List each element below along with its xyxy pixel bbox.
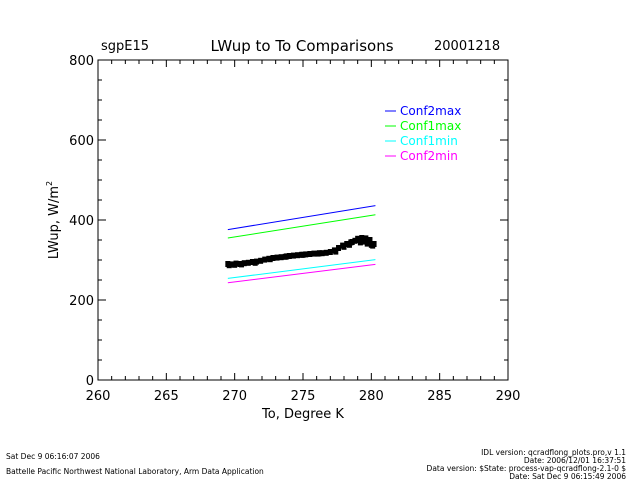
data-point bbox=[367, 237, 373, 243]
data-point bbox=[336, 245, 342, 251]
data-point bbox=[349, 239, 355, 245]
data-point bbox=[344, 241, 350, 247]
data-point bbox=[245, 259, 251, 266]
y-axis: 0 200 400 600 800 bbox=[69, 54, 508, 389]
x-tick-label: 260 bbox=[86, 389, 111, 404]
data-point bbox=[295, 252, 301, 259]
data-point bbox=[286, 253, 292, 259]
data-point bbox=[226, 262, 232, 269]
y-tick-label: 600 bbox=[69, 134, 94, 149]
series-line-conf1max bbox=[227, 214, 376, 239]
data-point bbox=[270, 255, 276, 261]
data-point bbox=[307, 251, 313, 257]
data-point bbox=[278, 254, 284, 261]
y-tick-label: 400 bbox=[69, 214, 94, 229]
x-tick-label: 280 bbox=[359, 389, 384, 404]
data-point bbox=[360, 238, 366, 245]
x-tick-label: 275 bbox=[291, 389, 316, 404]
footer-run-date: Sat Dec 9 06:16:07 2006 bbox=[6, 452, 100, 461]
series-line-conf2min bbox=[227, 263, 376, 284]
legend-label-conf2min: Conf2min bbox=[400, 149, 458, 163]
legend-label-conf1max: Conf1max bbox=[400, 119, 461, 133]
y-axis-label-text: LWup, W/m bbox=[47, 186, 62, 259]
footer-data-version: Data version: $State: process-vap-qcradf… bbox=[426, 464, 626, 473]
site-label: sgpE15 bbox=[101, 39, 149, 54]
series-lines bbox=[227, 205, 376, 284]
data-point bbox=[262, 256, 268, 263]
data-point bbox=[258, 257, 264, 264]
data-point bbox=[333, 248, 339, 255]
data-point bbox=[284, 253, 290, 260]
legend-label-conf2max: Conf2max bbox=[400, 104, 461, 118]
x-tick-label: 285 bbox=[427, 389, 452, 404]
data-point bbox=[364, 240, 370, 247]
chart-title: LWup to To Comparisons bbox=[210, 37, 393, 55]
data-point bbox=[229, 261, 235, 268]
data-point bbox=[274, 254, 280, 261]
data-point bbox=[303, 251, 309, 258]
legend-label-conf1min: Conf1min bbox=[400, 134, 458, 148]
data-point bbox=[232, 261, 238, 268]
data-point bbox=[355, 235, 361, 242]
data-point bbox=[241, 260, 247, 267]
y-axis-label: LWup, W/m2 bbox=[45, 181, 62, 259]
data-point bbox=[267, 256, 273, 263]
data-points bbox=[225, 235, 377, 269]
series-line-conf2max bbox=[227, 205, 376, 231]
data-point bbox=[249, 259, 255, 265]
data-point bbox=[290, 252, 296, 259]
data-point bbox=[300, 251, 306, 258]
footer-idl-version: IDL version: qcradflong_plots.pro,v 1.1 bbox=[481, 448, 626, 457]
data-point bbox=[311, 250, 317, 257]
data-point bbox=[346, 241, 352, 248]
data-point bbox=[341, 243, 347, 250]
data-point bbox=[327, 249, 333, 255]
data-point bbox=[323, 249, 329, 256]
footer-idl-date: Date: 2006/12/01 16:37:51 bbox=[523, 456, 626, 465]
y-tick-label: 200 bbox=[69, 294, 94, 309]
data-point bbox=[239, 261, 244, 268]
x-tick-label: 290 bbox=[496, 389, 521, 404]
data-point bbox=[319, 250, 325, 257]
footer-org: Battelle Pacific Northwest National Labo… bbox=[6, 467, 264, 476]
x-axis-label: To, Degree K bbox=[261, 407, 344, 422]
data-point bbox=[352, 237, 358, 244]
footer-data-date: Date: Sat Dec 9 06:15:49 2006 bbox=[509, 472, 626, 481]
data-point bbox=[370, 242, 376, 249]
data-point bbox=[316, 250, 322, 257]
y-axis-label-superscript: 2 bbox=[45, 181, 54, 186]
x-tick-label: 270 bbox=[222, 389, 247, 404]
y-tick-label: 0 bbox=[86, 374, 94, 389]
y-tick-label: 800 bbox=[69, 54, 94, 69]
x-tick-label: 265 bbox=[154, 389, 179, 404]
x-axis: 260 265 270 275 280 285 290 bbox=[86, 60, 521, 404]
date-label: 20001218 bbox=[434, 39, 500, 54]
data-point bbox=[363, 235, 369, 242]
data-point bbox=[252, 259, 258, 266]
series-line-conf1min bbox=[227, 259, 376, 279]
data-point bbox=[359, 235, 365, 241]
data-point bbox=[357, 239, 363, 246]
